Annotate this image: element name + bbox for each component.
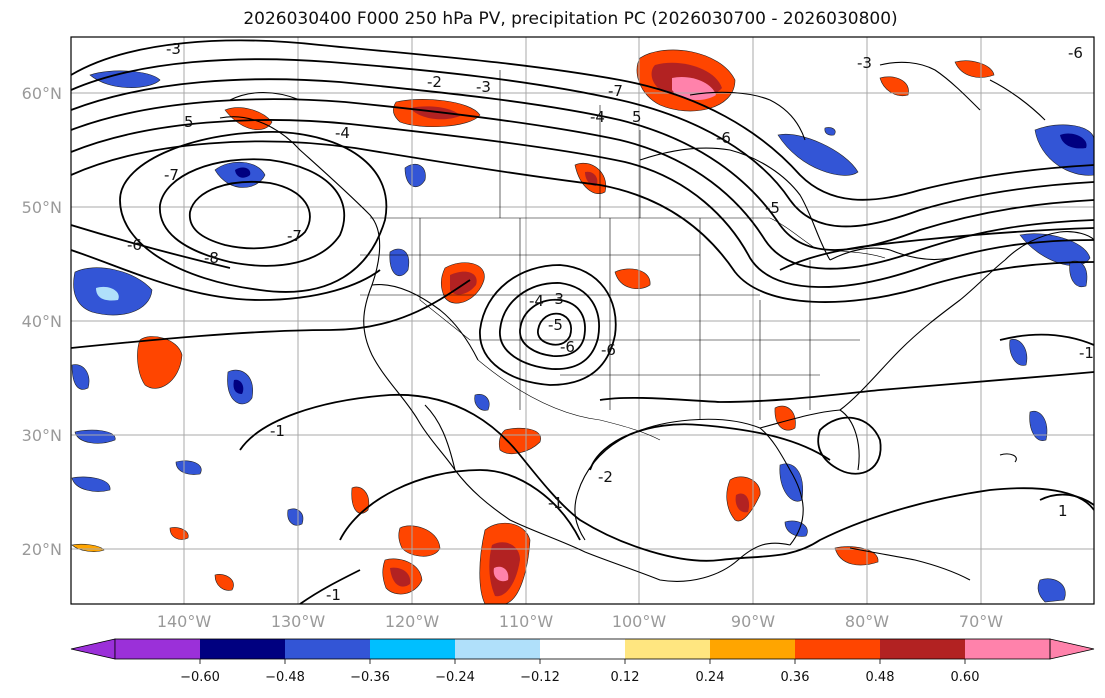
- colorbar-tick: 0.36: [781, 670, 810, 685]
- lon-label: 110°W: [499, 612, 554, 631]
- contour-label: -1: [548, 494, 563, 512]
- lat-label: 40°N: [22, 312, 62, 331]
- colorbar-segment: [710, 639, 795, 659]
- colorbar-segment: [370, 639, 455, 659]
- map-frame: [70, 36, 1095, 605]
- pv-contours: [71, 39, 1094, 604]
- contour-label: -7: [164, 166, 179, 184]
- contour-label: -6: [601, 341, 616, 359]
- lon-label: 130°W: [271, 612, 326, 631]
- colorbar-tick: 0.60: [951, 670, 980, 685]
- contour-label: -4: [590, 108, 605, 126]
- latitude-labels: 60°N 50°N 40°N 30°N 20°N: [22, 84, 62, 559]
- colorbar-extend-max: [1049, 638, 1095, 660]
- contour-label: -3: [476, 78, 491, 96]
- contour-label: -2: [427, 73, 442, 91]
- contour-label: -4: [529, 292, 544, 310]
- contour-label: 5: [184, 113, 194, 131]
- contour-label: -3: [166, 40, 181, 58]
- precip-negative-anomalies: [71, 70, 1094, 603]
- colorbar-segment: [795, 639, 880, 659]
- lat-label: 60°N: [22, 84, 62, 103]
- colorbar-tick: −0.48: [265, 670, 305, 685]
- contour-label: -6: [1068, 44, 1083, 62]
- colorbar-tick: 0.12: [611, 670, 640, 685]
- colorbar-segment: [200, 639, 285, 659]
- lon-label: 90°W: [731, 612, 775, 631]
- contour-label: -5: [765, 199, 780, 217]
- lon-label: 140°W: [157, 612, 212, 631]
- contour-label: -8: [204, 249, 219, 267]
- contour-label: -6: [716, 129, 731, 147]
- lon-label: 70°W: [959, 612, 1003, 631]
- colorbar-tick-labels: −0.60 −0.48 −0.36 −0.24 −0.12 0.12 0.24 …: [180, 670, 979, 685]
- colorbar-segment: [880, 639, 965, 659]
- colorbar-segment: [625, 639, 710, 659]
- contour-label: -2: [598, 468, 613, 486]
- contour-label: -3: [857, 54, 872, 72]
- colorbar-extend-min: [70, 638, 116, 660]
- colorbar: −0.60 −0.48 −0.36 −0.24 −0.12 0.12 0.24 …: [70, 638, 1095, 685]
- lat-label: 50°N: [22, 198, 62, 217]
- colorbar-segment: [455, 639, 540, 659]
- contour-label: -7: [287, 227, 302, 245]
- colorbar-tick: 0.24: [696, 670, 725, 685]
- colorbar-tick: −0.12: [520, 670, 560, 685]
- contour-label: -6: [127, 236, 142, 254]
- pv-contour-labels: -3 -2 -3 -4 5 5 -4 -7 -7 -8 -6 -7 -6 -5 …: [127, 40, 1094, 604]
- contour-label: -1: [326, 586, 341, 604]
- map-area: -3 -2 -3 -4 5 5 -4 -7 -7 -8 -6 -7 -6 -5 …: [71, 37, 1094, 604]
- lat-label: 30°N: [22, 426, 62, 445]
- contour-label: -4: [335, 124, 350, 142]
- colorbar-segment: [965, 639, 1050, 659]
- lon-label: 80°W: [845, 612, 889, 631]
- contour-label: -1: [270, 422, 285, 440]
- contour-label: -3: [549, 290, 564, 308]
- colorbar-segment: [285, 639, 370, 659]
- contour-label: 1: [1058, 502, 1068, 520]
- longitude-labels: 140°W 130°W 120°W 110°W 100°W 90°W 80°W …: [157, 612, 1003, 631]
- contour-label: -1: [1079, 344, 1094, 362]
- contour-label: -5: [548, 316, 563, 334]
- colorbar-tick: 0.48: [866, 670, 895, 685]
- lon-label: 100°W: [612, 612, 667, 631]
- colorbar-segment: [540, 639, 625, 659]
- colorbar-tick: −0.24: [435, 670, 475, 685]
- contour-label: -7: [608, 82, 623, 100]
- coastlines: [219, 61, 1094, 582]
- colorbar-tick: −0.36: [350, 670, 390, 685]
- lat-label: 20°N: [22, 540, 62, 559]
- graticule: [71, 37, 1094, 604]
- colorbar-tick: −0.60: [180, 670, 220, 685]
- map-title: 2026030400 F000 250 hPa PV, precipitatio…: [243, 9, 898, 29]
- contour-label: 5: [632, 108, 642, 126]
- contour-label: -6: [560, 338, 575, 356]
- colorbar-segment: [115, 639, 200, 659]
- lon-label: 120°W: [385, 612, 440, 631]
